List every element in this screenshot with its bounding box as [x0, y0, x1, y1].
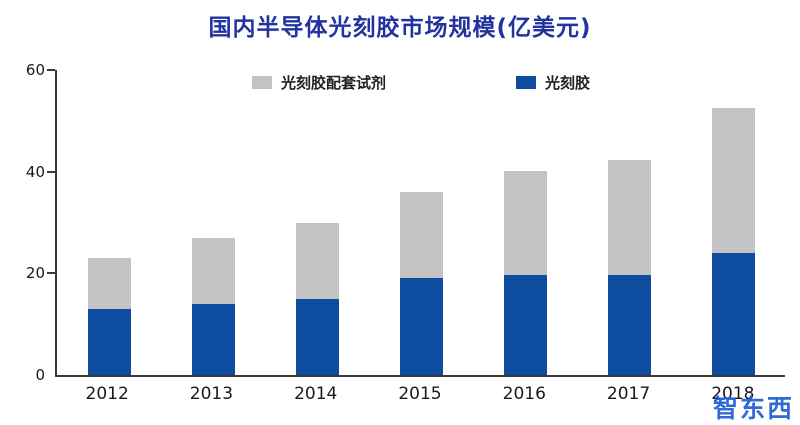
- x-axis-label: 2013: [189, 384, 234, 404]
- bar-segment: [503, 170, 547, 275]
- y-axis-tick-label: 20: [25, 264, 45, 283]
- watermark-logo: 智东西: [712, 394, 794, 423]
- legend-label: 光刻胶配套试剂: [280, 74, 386, 92]
- chart-title: 国内半导体光刻胶市场规模(亿美元): [208, 15, 592, 41]
- bar-stack: [503, 170, 547, 375]
- bar-segment: [87, 308, 131, 375]
- bar-segment: [295, 298, 339, 375]
- plot-area: 光刻胶配套试剂 光刻胶 0 20 40 60: [26, 61, 785, 384]
- bar-group-2015: [369, 70, 473, 375]
- x-axis-label: 2018: [711, 384, 755, 404]
- x-axis-label: 2014: [294, 384, 338, 404]
- bar-segment: [399, 278, 443, 375]
- bar-group-2013: [161, 70, 265, 375]
- x-axis-label: 2015: [398, 384, 442, 404]
- x-axis-label: 2017: [606, 384, 651, 404]
- bar-group-2014: [265, 70, 369, 375]
- bar-group-2018: [681, 70, 785, 375]
- bar-stack: [295, 222, 339, 375]
- y-axis-tick-label: 60: [25, 61, 45, 79]
- x-axis-label: 2012: [85, 384, 129, 404]
- bar-stack: [87, 258, 131, 375]
- legend-item: 光刻胶配套试剂: [251, 72, 386, 93]
- x-axis-labels: 2012 2013 2014 2015 2016 2017 2018: [55, 384, 785, 404]
- bar-segment: [503, 274, 547, 375]
- bar-segment: [607, 160, 651, 275]
- y-axis-tick-label: 0: [35, 366, 45, 384]
- bar-segment: [191, 237, 235, 304]
- x-axis-label: 2016: [502, 384, 546, 404]
- bar-segment: [711, 108, 755, 253]
- y-axis-tick-mark: [47, 272, 55, 275]
- bar-group-2017: [577, 70, 681, 375]
- y-axis-tick-mark: [47, 170, 55, 173]
- bars: [57, 70, 785, 375]
- bar-segment: [87, 258, 131, 309]
- bar-stack: [191, 237, 235, 375]
- legend-swatch-icon: [516, 76, 536, 89]
- bar-group-2012: [57, 70, 161, 375]
- bar-segment: [711, 253, 755, 375]
- bar-segment: [607, 274, 651, 375]
- bar-stack: [399, 192, 443, 375]
- y-axis-tick-label: 40: [25, 162, 45, 181]
- bar-segment: [399, 192, 443, 279]
- y-axis-tick-mark: [47, 69, 55, 71]
- legend-label: 光刻胶: [545, 74, 591, 92]
- legend: 光刻胶配套试剂 光刻胶: [57, 70, 785, 93]
- legend-item: 光刻胶: [516, 72, 590, 93]
- legend-swatch-icon: [251, 76, 272, 89]
- bar-stack: [711, 108, 755, 375]
- bar-segment: [191, 303, 235, 375]
- bar-stack: [607, 160, 651, 375]
- bar-group-2016: [473, 70, 577, 375]
- bar-segment: [295, 222, 339, 299]
